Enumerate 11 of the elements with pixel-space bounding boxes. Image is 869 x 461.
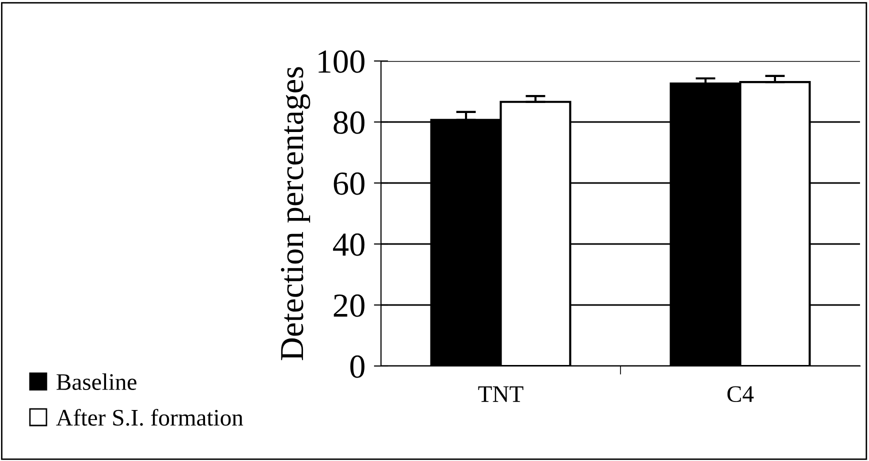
x-tick-label: C4: [727, 386, 754, 402]
legend-label: Baseline: [56, 373, 136, 390]
y-tick-label: 100: [318, 50, 364, 73]
y-tick-label: 40: [333, 233, 364, 256]
y-tick-label: 80: [334, 111, 364, 134]
y-tick-label: 60: [334, 172, 364, 195]
legend-label: After S.I. formation: [56, 408, 244, 426]
y-axis-title: Detection percentages: [280, 67, 310, 360]
x-tick-label: TNT: [478, 386, 524, 402]
y-tick-label: 20: [334, 294, 364, 317]
y-tick-label: 0: [350, 355, 364, 378]
